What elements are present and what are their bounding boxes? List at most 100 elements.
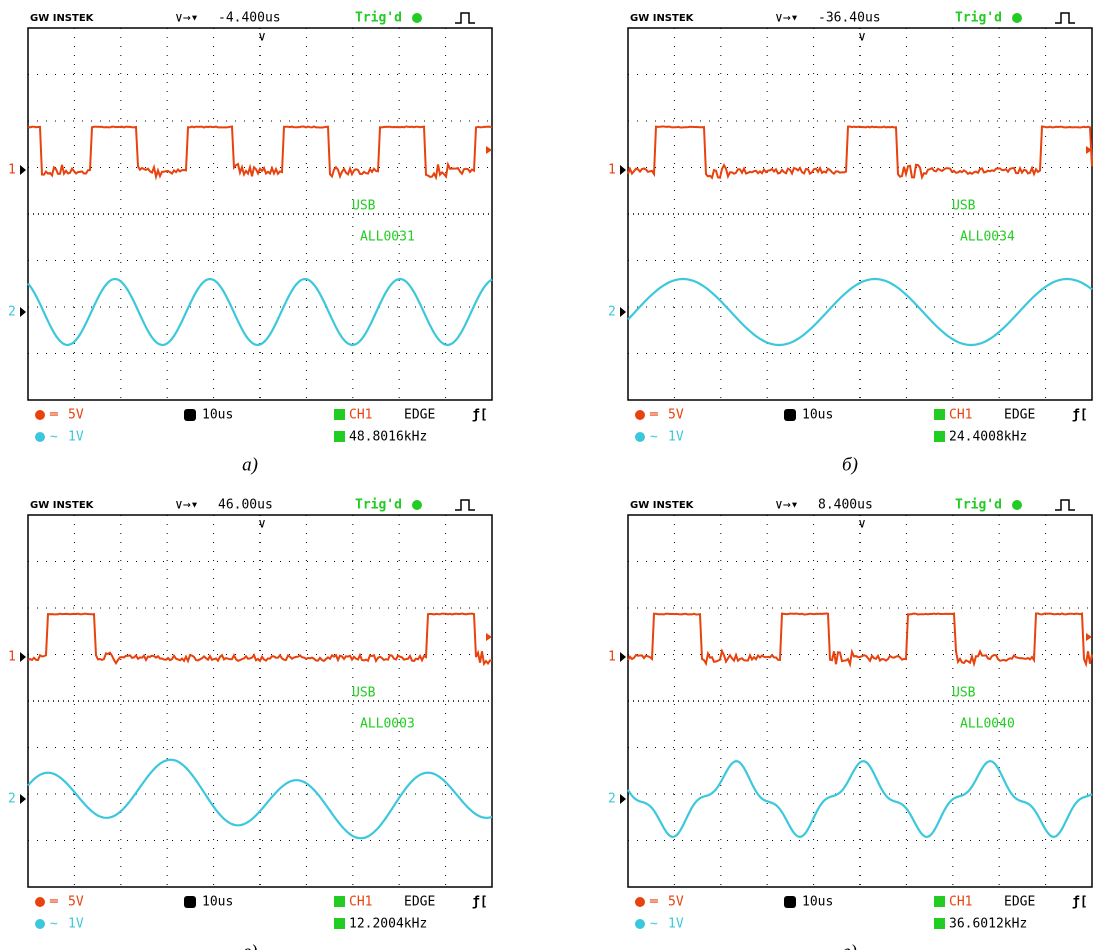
ch2-icon <box>35 432 45 442</box>
trig-icon <box>334 409 345 420</box>
ch1-scale: 5V <box>68 895 84 910</box>
ch2-icon <box>35 919 45 929</box>
delay-arrows: ∨→▾ <box>175 498 198 513</box>
trig-icon <box>334 896 345 907</box>
timebase: 10us <box>802 895 833 910</box>
frequency: 36.6012kHz <box>949 917 1027 932</box>
file-name: ALL0040 <box>960 717 1015 732</box>
delay: 8.400us <box>818 498 873 513</box>
ch1-icon <box>35 897 45 907</box>
trig-type: EDGE <box>404 408 435 423</box>
freq-icon <box>334 918 345 929</box>
file-name: ALL0003 <box>360 717 415 732</box>
trig-dot <box>412 13 422 23</box>
brand: GW INSTEK <box>630 500 695 511</box>
ch1-arrow <box>620 165 626 175</box>
trig-status: Trig'd <box>955 11 1002 26</box>
pulse-icon <box>455 500 475 510</box>
trig-type: EDGE <box>1004 895 1035 910</box>
ch2-trace <box>28 760 492 839</box>
trig-level <box>486 146 492 154</box>
top-marker: ∨ <box>858 517 866 532</box>
trig-status: Trig'd <box>955 498 1002 513</box>
ch1-arrow <box>620 652 626 662</box>
ch1-coupling: ═ <box>649 408 658 423</box>
ch1-marker: 1 <box>8 650 16 665</box>
ch2-scale: 1V <box>668 430 684 445</box>
trig-type: EDGE <box>404 895 435 910</box>
pulse-icon <box>1055 500 1075 510</box>
ch1-marker: 1 <box>8 163 16 178</box>
frequency: 48.8016kHz <box>349 430 427 445</box>
graticule-border <box>28 515 492 887</box>
trig-source: CH1 <box>349 408 372 423</box>
freq-icon <box>934 918 945 929</box>
freq-icon <box>334 431 345 442</box>
slope-icon: ƒ[ <box>472 895 488 910</box>
trig-icon <box>934 896 945 907</box>
timebase: 10us <box>202 408 233 423</box>
timebase-icon <box>784 896 796 908</box>
ch2-marker: 2 <box>608 792 616 807</box>
graticule-border <box>628 515 1092 887</box>
ch1-scale: 5V <box>668 408 684 423</box>
ch2-trace <box>28 279 492 345</box>
ch1-icon <box>635 897 645 907</box>
frequency: 12.2004kHz <box>349 917 427 932</box>
trig-source: CH1 <box>949 895 972 910</box>
ch1-icon <box>35 410 45 420</box>
trig-level <box>1086 633 1092 641</box>
ch1-trace <box>28 127 492 178</box>
top-marker: ∨ <box>858 30 866 45</box>
ch2-scale: 1V <box>68 917 84 932</box>
ch2-trace <box>628 279 1092 345</box>
ch1-coupling: ═ <box>649 895 658 910</box>
timebase-icon <box>184 896 196 908</box>
ch1-arrow <box>20 652 26 662</box>
delay: -36.40us <box>818 11 881 26</box>
trig-status: Trig'd <box>355 498 402 513</box>
ch1-marker: 1 <box>608 650 616 665</box>
ch1-trace <box>628 614 1092 665</box>
caption: в) <box>243 941 258 950</box>
delay-arrows: ∨→▾ <box>775 498 798 513</box>
ch2-marker: 2 <box>8 305 16 320</box>
ch1-coupling: ═ <box>49 895 58 910</box>
brand: GW INSTEK <box>630 13 695 24</box>
usb: USB <box>352 686 376 701</box>
usb: USB <box>352 199 376 214</box>
ch2-coupling: ∼ <box>650 430 658 445</box>
ch1-marker: 1 <box>608 163 616 178</box>
brand: GW INSTEK <box>30 500 95 511</box>
ch1-trace <box>28 614 492 664</box>
trig-dot <box>1012 500 1022 510</box>
trig-type: EDGE <box>1004 408 1035 423</box>
caption: б) <box>842 454 858 475</box>
ch2-icon <box>635 432 645 442</box>
ch2-arrow <box>20 307 26 317</box>
pulse-icon <box>455 13 475 23</box>
ch2-arrow <box>620 794 626 804</box>
timebase-icon <box>784 409 796 421</box>
top-marker: ∨ <box>258 30 266 45</box>
ch2-coupling: ∼ <box>50 917 58 932</box>
ch2-arrow <box>620 307 626 317</box>
frequency: 24.4008kHz <box>949 430 1027 445</box>
ch2-coupling: ∼ <box>50 430 58 445</box>
brand: GW INSTEK <box>30 13 95 24</box>
screenshot: GW INSTEK∨→▾-4.400usTrig'd∨12USBALL0031═… <box>0 0 1105 950</box>
ch2-scale: 1V <box>68 430 84 445</box>
timebase-icon <box>184 409 196 421</box>
ch2-trace <box>628 761 1092 837</box>
ch2-arrow <box>20 794 26 804</box>
trig-source: CH1 <box>349 895 372 910</box>
trig-dot <box>412 500 422 510</box>
ch1-coupling: ═ <box>49 408 58 423</box>
slope-icon: ƒ[ <box>1072 895 1088 910</box>
ch1-icon <box>635 410 645 420</box>
usb: USB <box>952 686 976 701</box>
ch2-marker: 2 <box>8 792 16 807</box>
